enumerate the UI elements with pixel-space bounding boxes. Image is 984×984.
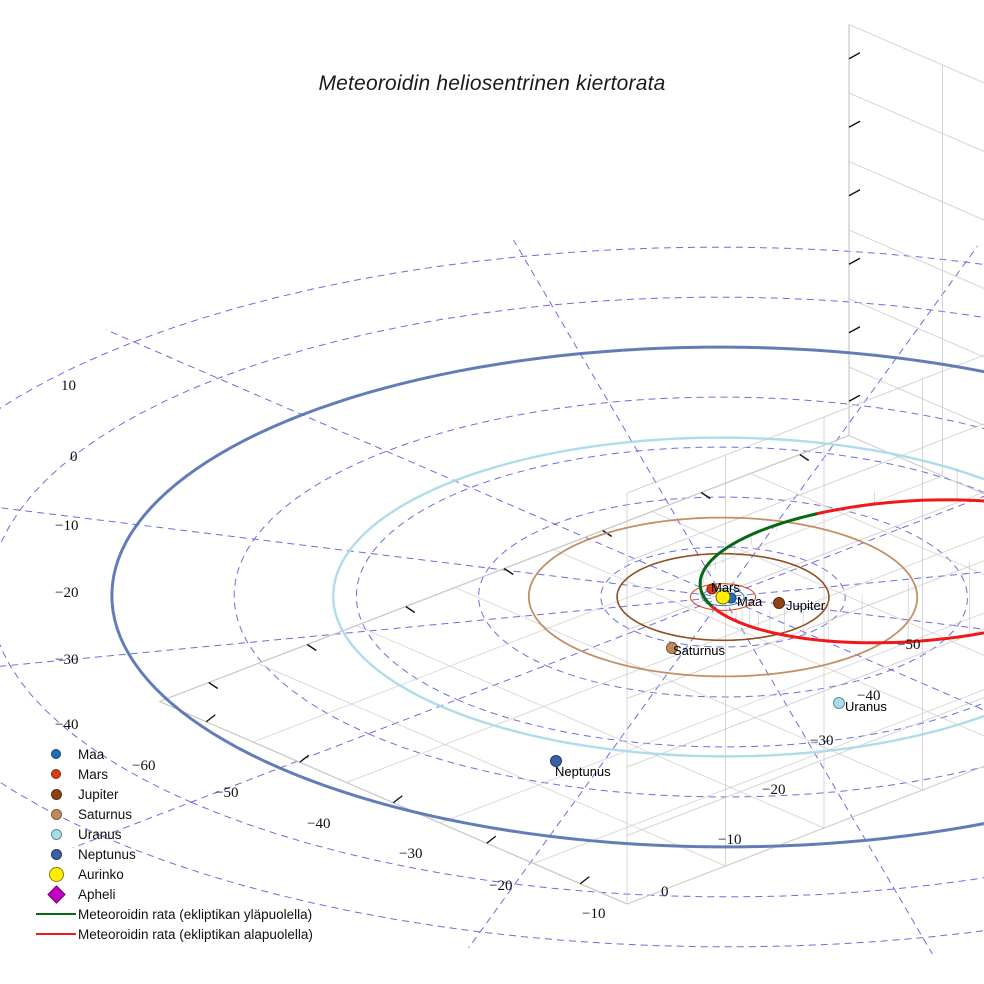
legend-item[interactable]: Aurinko xyxy=(36,864,313,884)
z-axis-tick-label: 0 xyxy=(70,449,78,465)
legend-dot-marker xyxy=(50,848,62,860)
legend-line-marker xyxy=(36,933,76,935)
legend-item-label: Apheli xyxy=(78,886,116,902)
z-axis-tick-label: −20 xyxy=(55,585,79,601)
legend-item-label: Mars xyxy=(78,766,108,782)
planet-label-maa: Maa xyxy=(737,594,763,609)
legend-marker xyxy=(36,749,76,759)
meteoroid-orbit-path xyxy=(698,498,984,645)
planet-label-saturnus: Saturnus xyxy=(673,643,726,658)
planet-label-jupiter: Jupiter xyxy=(786,598,826,613)
axis-tick-marks xyxy=(205,52,861,885)
planet-markers xyxy=(550,583,845,767)
ecliptic-polar-grid xyxy=(0,239,984,955)
legend-marker xyxy=(36,828,76,840)
legend-dot-marker xyxy=(50,808,62,820)
z-axis-tick-label: 10 xyxy=(61,378,76,394)
legend-line-swatch xyxy=(36,913,76,915)
legend-line-swatch xyxy=(36,933,76,935)
y-axis-tick-label: −40 xyxy=(857,688,881,704)
planet-orbit-paths xyxy=(110,345,984,849)
y-axis-tick-label: −10 xyxy=(718,832,742,848)
legend-marker xyxy=(36,884,76,904)
y-axis-tick-label: −30 xyxy=(810,733,834,749)
legend-marker xyxy=(36,866,76,882)
axes-box-wireframe xyxy=(159,24,984,905)
legend-item-label: Saturnus xyxy=(78,806,133,822)
legend-marker xyxy=(36,769,76,779)
legend-item-label: Aurinko xyxy=(78,866,124,882)
legend-item[interactable]: Maa xyxy=(36,744,313,764)
x-axis-tick-label: −50 xyxy=(215,785,239,801)
legend-item[interactable]: Meteoroidin rata (ekliptikan alapuolella… xyxy=(36,924,313,944)
legend-item-label: Meteoroidin rata (ekliptikan alapuolella… xyxy=(78,926,313,942)
legend-item[interactable]: Neptunus xyxy=(36,844,313,864)
legend-dot-marker xyxy=(51,769,61,779)
legend-line-marker xyxy=(36,913,76,915)
z-axis-tick-label: −10 xyxy=(55,518,79,534)
x-axis-tick-label: −40 xyxy=(307,816,331,832)
legend-marker xyxy=(36,808,76,820)
legend-item[interactable]: Meteoroidin rata (ekliptikan yläpuolella… xyxy=(36,904,313,924)
x-axis-tick-label: −10 xyxy=(582,906,606,922)
legend-item-label: Uranus xyxy=(78,826,122,842)
legend: Maa Mars Jupiter Saturnus Uranus Neptunus Auri… xyxy=(36,744,313,944)
planet-label-neptunus: Neptunus xyxy=(555,764,611,779)
legend-item-label: Meteoroidin rata (ekliptikan yläpuolella… xyxy=(78,906,313,922)
legend-item[interactable]: Uranus xyxy=(36,824,313,844)
page-title: Meteoroidin heliosentrinen kiertorata xyxy=(318,72,666,95)
y-axis-tick-label: −20 xyxy=(762,782,786,798)
x-axis-tick-label: −30 xyxy=(399,846,423,862)
z-axis-tick-label: −40 xyxy=(55,717,79,733)
y-axis-tick-label: −50 xyxy=(897,637,921,653)
legend-item[interactable]: Saturnus xyxy=(36,804,313,824)
x-axis-tick-label: −60 xyxy=(132,758,156,774)
planet-label-uranus: Uranus xyxy=(845,699,887,714)
legend-dot-marker xyxy=(48,866,64,882)
legend-item[interactable]: Apheli xyxy=(36,884,313,904)
legend-dot-marker xyxy=(51,749,61,759)
planet-label-mars: Mars xyxy=(711,580,740,595)
x-axis-tick-label: 0 xyxy=(661,884,669,900)
z-axis-tick-label: −30 xyxy=(55,652,79,668)
x-axis-tick-label: −20 xyxy=(489,878,513,894)
legend-diamond-marker xyxy=(46,884,66,904)
legend-marker xyxy=(36,848,76,860)
legend-item-label: Jupiter xyxy=(78,786,119,802)
legend-dot-marker xyxy=(50,788,62,800)
legend-item[interactable]: Jupiter xyxy=(36,784,313,804)
legend-marker xyxy=(36,788,76,800)
legend-item-label: Neptunus xyxy=(78,846,136,862)
legend-item[interactable]: Mars xyxy=(36,764,313,784)
legend-dot-marker xyxy=(50,828,62,840)
legend-item-label: Maa xyxy=(78,746,105,762)
